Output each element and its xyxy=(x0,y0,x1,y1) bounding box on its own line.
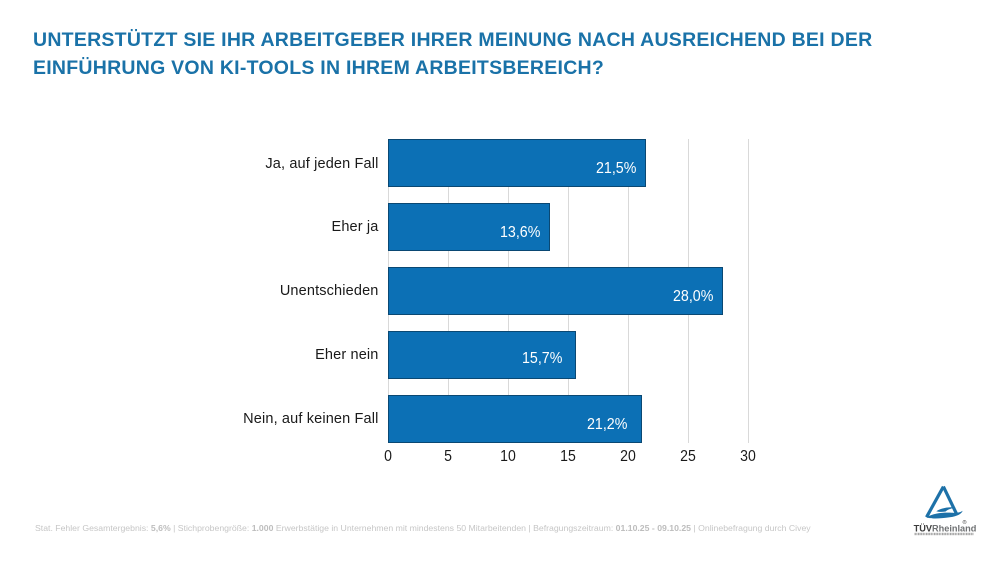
svg-text:TÜVRheinland: TÜVRheinland xyxy=(914,523,977,533)
svg-text:®: ® xyxy=(963,519,967,526)
